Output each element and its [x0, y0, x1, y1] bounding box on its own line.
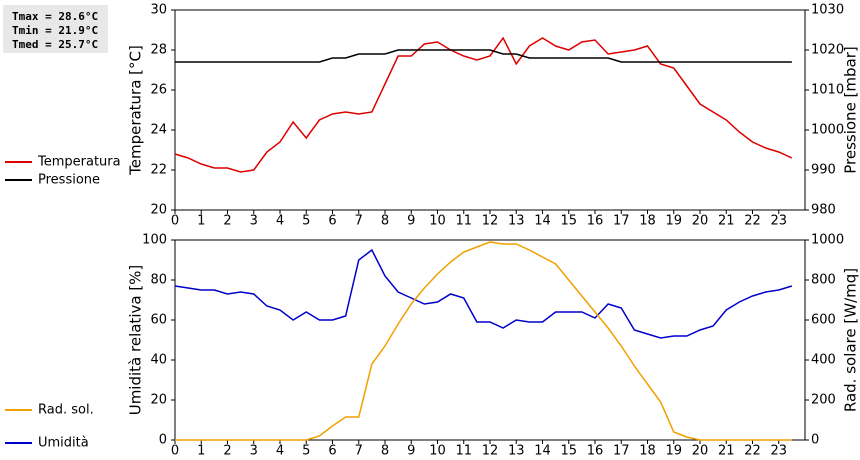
- x-tick-label: 5: [302, 214, 310, 229]
- x-tick-label: 7: [355, 214, 363, 229]
- x-tick-label: 12: [482, 444, 499, 459]
- x-tick-label: 12: [482, 214, 499, 229]
- y2-tick-label: 1020: [811, 43, 844, 58]
- x-tick-label: 9: [407, 214, 415, 229]
- y2-tick-label: 1030: [811, 3, 844, 18]
- x-tick-label: 16: [587, 444, 604, 459]
- x-tick-label: 11: [455, 214, 472, 229]
- y-tick-label: 20: [150, 203, 167, 218]
- x-tick-label: 4: [276, 444, 284, 459]
- legend-label: Umidità: [38, 436, 89, 451]
- y-tick-label: 28: [150, 43, 167, 58]
- x-tick-label: 17: [613, 214, 630, 229]
- y-axis-label: Umidità relativa [%]: [127, 265, 145, 416]
- legend-label: Pressione: [38, 173, 100, 188]
- y-tick-label: 22: [150, 163, 167, 178]
- x-tick-label: 8: [381, 214, 389, 229]
- stat-max: Tmax = 28.6°C: [12, 10, 98, 23]
- x-tick-label: 23: [770, 444, 787, 459]
- series-line: [174, 248, 793, 339]
- x-tick-label: 1: [197, 444, 205, 459]
- stats-box: [3, 5, 108, 53]
- y-axis-label: Temperatura [°C]: [127, 45, 145, 176]
- x-tick-label: 1: [197, 214, 205, 229]
- series-line: [174, 36, 793, 173]
- x-tick-label: 20: [692, 214, 709, 229]
- y-tick-label: 0: [159, 433, 167, 448]
- y2-tick-label: 990: [811, 163, 836, 178]
- x-tick-label: 13: [508, 214, 525, 229]
- x-tick-label: 6: [328, 444, 336, 459]
- x-tick-label: 20: [692, 444, 709, 459]
- stat-mean: Tmed = 25.7°C: [12, 38, 98, 51]
- x-tick-label: 5: [302, 444, 310, 459]
- x-tick-label: 8: [381, 444, 389, 459]
- x-tick-label: 19: [665, 444, 682, 459]
- x-tick-label: 15: [560, 444, 577, 459]
- x-tick-label: 21: [718, 214, 735, 229]
- x-tick-label: 2: [223, 214, 231, 229]
- x-tick-label: 10: [429, 214, 446, 229]
- y-tick-label: 80: [150, 273, 167, 288]
- x-tick-label: 14: [534, 214, 551, 229]
- x-tick-label: 7: [355, 444, 363, 459]
- y-tick-label: 30: [150, 3, 167, 18]
- y2-axis-label: Pressione [mbar]: [842, 46, 860, 174]
- y2-axis-label: Rad. solare [W/mq]: [842, 268, 860, 412]
- x-tick-label: 0: [171, 444, 179, 459]
- legend-label: Rad. sol.: [38, 403, 94, 418]
- series-line: [175, 49, 792, 63]
- x-tick-label: 3: [250, 214, 258, 229]
- y-tick-label: 60: [150, 313, 167, 328]
- x-tick-label: 0: [171, 214, 179, 229]
- x-tick-label: 14: [534, 444, 551, 459]
- x-tick-label: 18: [639, 444, 656, 459]
- y2-tick-label: 800: [811, 273, 836, 288]
- x-tick-label: 15: [560, 214, 577, 229]
- x-tick-label: 11: [455, 444, 472, 459]
- x-tick-label: 13: [508, 444, 525, 459]
- y-tick-label: 26: [150, 83, 167, 98]
- y2-tick-label: 1010: [811, 83, 844, 98]
- y-tick-label: 40: [150, 353, 167, 368]
- x-tick-label: 3: [250, 444, 258, 459]
- y-tick-label: 24: [150, 123, 167, 138]
- y2-tick-label: 600: [811, 313, 836, 328]
- x-tick-label: 17: [613, 444, 630, 459]
- x-tick-label: 18: [639, 214, 656, 229]
- stat-min: Tmin = 21.9°C: [12, 24, 98, 37]
- x-tick-label: 21: [718, 444, 735, 459]
- y2-tick-label: 0: [811, 433, 819, 448]
- y2-tick-label: 400: [811, 353, 836, 368]
- legend-label: Temperatura: [37, 155, 121, 170]
- x-tick-label: 9: [407, 444, 415, 459]
- x-tick-label: 19: [665, 214, 682, 229]
- y2-tick-label: 200: [811, 393, 836, 408]
- x-tick-label: 6: [328, 214, 336, 229]
- x-tick-label: 22: [744, 214, 761, 229]
- x-tick-label: 16: [587, 214, 604, 229]
- x-tick-label: 23: [770, 214, 787, 229]
- plot-frame: [174, 239, 806, 441]
- y-tick-label: 20: [150, 393, 167, 408]
- y-tick-label: 100: [142, 233, 167, 248]
- x-tick-label: 22: [744, 444, 761, 459]
- series-line: [175, 241, 792, 441]
- y2-tick-label: 980: [811, 203, 836, 218]
- y2-tick-label: 1000: [811, 123, 844, 138]
- y2-tick-label: 1000: [811, 233, 844, 248]
- x-tick-label: 10: [429, 444, 446, 459]
- x-tick-label: 2: [223, 444, 231, 459]
- x-tick-label: 4: [276, 214, 284, 229]
